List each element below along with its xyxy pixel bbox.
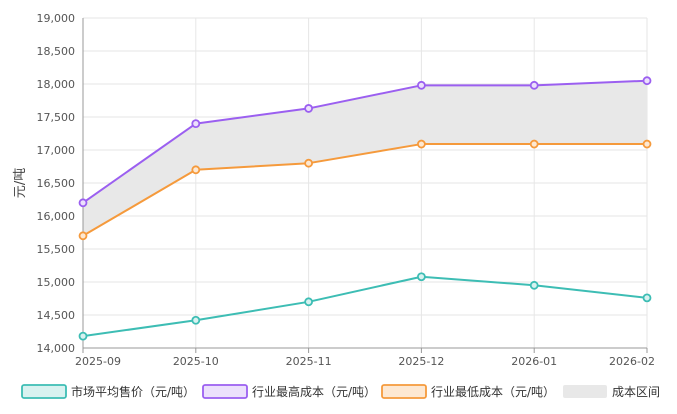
legend-item: 行业最高成本（元/吨） (202, 384, 376, 399)
y-tick-label: 17,500 (37, 111, 76, 124)
data-point (529, 280, 539, 290)
legend-item: 行业最低成本（元/吨） (381, 384, 555, 399)
legend-swatch (21, 384, 67, 399)
y-tick-label: 14,500 (37, 309, 76, 322)
data-point (304, 158, 314, 168)
y-tick-label: 14,000 (37, 342, 76, 355)
legend-swatch (563, 385, 607, 398)
data-point (191, 165, 201, 175)
cost-range-area (83, 80, 647, 236)
data-point (78, 331, 88, 341)
data-point (304, 297, 314, 307)
x-tick-label: 2026-01 (511, 355, 557, 368)
data-point (78, 231, 88, 241)
legend: 市场平均售价（元/吨） 行业最高成本（元/吨） 行业最低成本（元/吨） 成本区间 (21, 384, 660, 399)
legend-item: 市场平均售价（元/吨） (21, 384, 195, 399)
cost-range-band (83, 80, 647, 236)
data-point (416, 139, 426, 149)
x-tick-label: 2025-12 (398, 355, 444, 368)
series (78, 76, 652, 341)
y-tick-label: 17,000 (37, 144, 76, 157)
data-point (78, 198, 88, 208)
y-tick-label: 18,000 (37, 78, 76, 91)
x-tick-label: 2025-09 (75, 355, 121, 368)
x-tick-label: 2026-02 (609, 355, 655, 368)
legend-swatch (202, 384, 248, 399)
data-point (416, 80, 426, 90)
y-axis-label: 元/吨 (13, 168, 28, 198)
data-point (529, 80, 539, 90)
data-point (304, 104, 314, 113)
data-point (191, 315, 201, 325)
series-line-0 (82, 275, 648, 338)
legend-label: 行业最高成本（元/吨） (252, 384, 376, 399)
legend-label: 成本区间 (612, 385, 660, 399)
x-tick-label: 2025-11 (286, 355, 332, 368)
y-tick-label: 18,500 (37, 45, 76, 58)
y-tick-label: 15,500 (37, 243, 76, 256)
x-tick-label: 2025-10 (173, 355, 219, 368)
legend-item: 成本区间 (563, 385, 660, 399)
data-point (416, 272, 426, 282)
y-tick-label: 16,500 (37, 177, 76, 190)
axes: 14,000 14,500 15,000 15,500 16,000 16,500 17,0… (37, 12, 656, 368)
series-line-2 (82, 143, 647, 237)
data-point (642, 139, 652, 149)
legend-label: 行业最低成本（元/吨） (431, 385, 555, 399)
legend-swatch (381, 384, 427, 399)
data-point (642, 293, 652, 303)
data-point (642, 76, 652, 86)
y-tick-label: 19,000 (37, 12, 76, 25)
y-tick-label: 16,000 (37, 210, 76, 223)
y-tick-label: 15,000 (37, 276, 76, 289)
legend-label: 市场平均售价（元/吨） (71, 384, 195, 399)
data-point (529, 139, 539, 149)
data-point (191, 119, 201, 128)
series-line-1 (82, 79, 648, 204)
